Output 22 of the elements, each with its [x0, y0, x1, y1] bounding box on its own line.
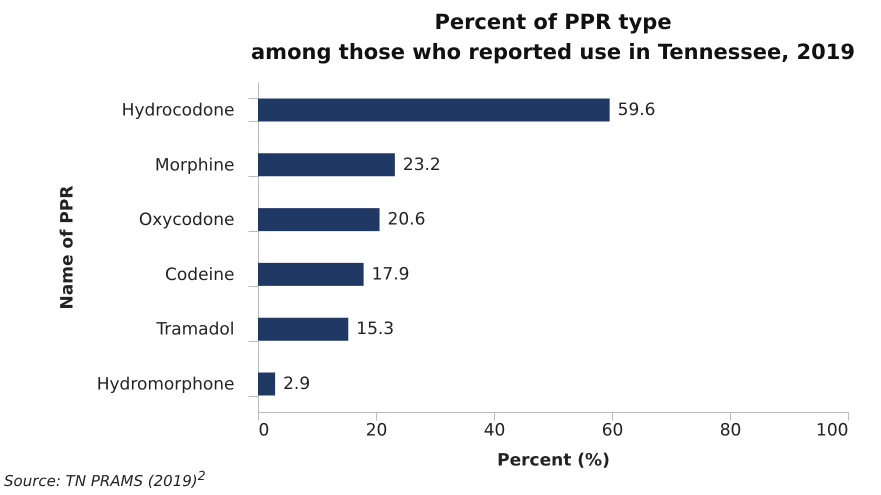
- source-note: Source: TN PRAMS (2019)$^{2}$: [4, 468, 206, 490]
- y-axis-title: Name of PPR: [58, 186, 78, 310]
- data-label: 59.6: [618, 100, 656, 120]
- y-tick-label: Codeine: [165, 264, 234, 285]
- y-tick-label: Hydromorphone: [96, 374, 234, 395]
- x-tick-label: 20: [366, 420, 388, 440]
- data-label: 23.2: [402, 154, 441, 175]
- data-label: 2.9: [283, 374, 310, 394]
- data-label: 15.3: [356, 319, 394, 340]
- y-tick-label: Oxycodone: [138, 210, 234, 230]
- data-label: 20.6: [388, 210, 426, 230]
- x-tick-label: 40: [484, 420, 506, 440]
- y-tick-label: Tramadol: [155, 320, 234, 340]
- chart-title: Percent of PPR type among those who reported use in Tennessee, 2019: [251, 10, 855, 64]
- data-label: 17.9: [372, 264, 410, 284]
- y-tick-label: Hydrocodone: [122, 100, 234, 120]
- x-tick-label: 100: [816, 420, 848, 440]
- x-tick-label: 0: [258, 420, 270, 440]
- y-tick-label: Morphine: [154, 155, 234, 176]
- x-axis-title: Percent (%): [497, 450, 610, 470]
- x-tick-label: 80: [720, 420, 742, 440]
- x-tick-label: 60: [602, 420, 624, 440]
